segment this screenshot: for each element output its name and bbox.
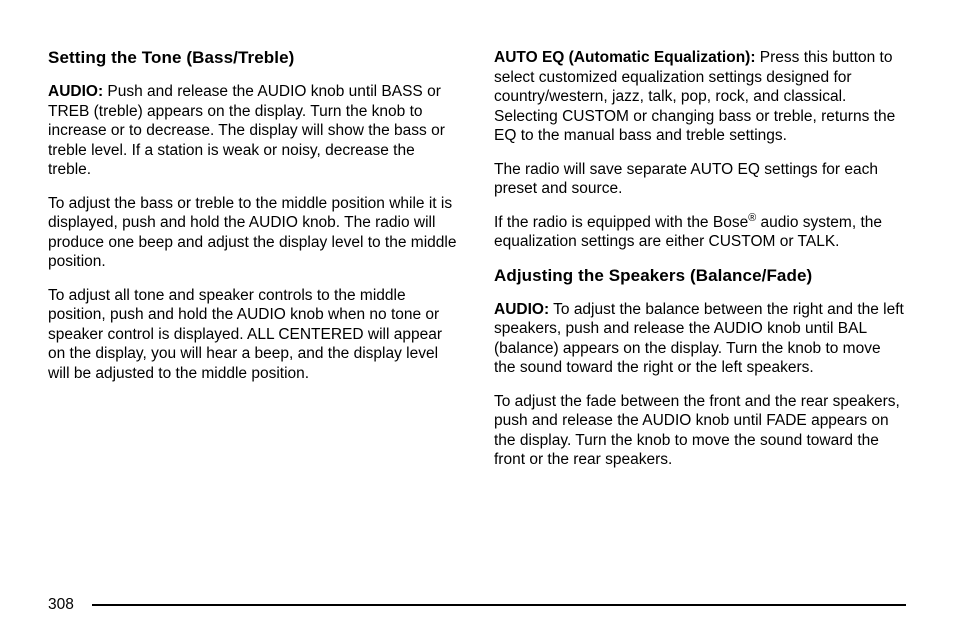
- registered-symbol: ®: [748, 211, 756, 223]
- page-footer: 308: [48, 596, 906, 614]
- para-balance: AUDIO: To adjust the balance between the…: [494, 300, 906, 378]
- runin-auto-eq: AUTO EQ (Automatic Equalization):: [494, 49, 756, 66]
- para-balance-body: To adjust the balance between the right …: [494, 301, 904, 377]
- two-column-layout: Setting the Tone (Bass/Treble) AUDIO: Pu…: [48, 48, 906, 484]
- right-column: AUTO EQ (Automatic Equalization): Press …: [494, 48, 906, 484]
- para-all-centered: To adjust all tone and speaker controls …: [48, 286, 460, 384]
- page-number: 308: [48, 596, 74, 614]
- para-audio-tone-body: Push and release the AUDIO knob until BA…: [48, 83, 445, 178]
- left-column: Setting the Tone (Bass/Treble) AUDIO: Pu…: [48, 48, 460, 484]
- para-bose: If the radio is equipped with the Bose® …: [494, 213, 906, 252]
- heading-speakers: Adjusting the Speakers (Balance/Fade): [494, 266, 906, 286]
- para-fade: To adjust the fade between the front and…: [494, 392, 906, 470]
- para-audio-tone: AUDIO: Push and release the AUDIO knob u…: [48, 82, 460, 180]
- para-preset: The radio will save separate AUTO EQ set…: [494, 160, 906, 199]
- heading-tone: Setting the Tone (Bass/Treble): [48, 48, 460, 68]
- footer-rule: [92, 604, 906, 606]
- manual-page: Setting the Tone (Bass/Treble) AUDIO: Pu…: [0, 0, 954, 636]
- runin-audio: AUDIO:: [48, 83, 103, 100]
- para-bose-a: If the radio is equipped with the Bose: [494, 214, 748, 231]
- para-auto-eq: AUTO EQ (Automatic Equalization): Press …: [494, 48, 906, 146]
- para-middle-single: To adjust the bass or treble to the midd…: [48, 194, 460, 272]
- runin-audio-balance: AUDIO:: [494, 301, 549, 318]
